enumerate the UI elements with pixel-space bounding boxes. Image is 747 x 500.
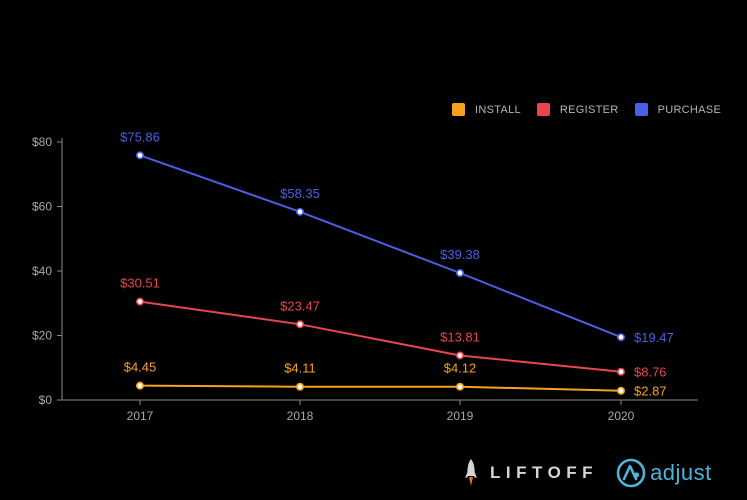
adjust-logo: adjust [616,458,712,488]
data-label-purchase: $39.38 [440,247,480,262]
data-label-install: $2.87 [634,384,667,399]
data-label-install: $4.11 [284,361,316,376]
data-point-purchase [455,268,464,277]
series-line-register [139,300,622,373]
data-label-install: $4.12 [444,361,477,376]
data-point-register [295,320,304,329]
data-point-install [455,382,464,391]
data-labels: $4.45 $4.11 $4.12 $2.87 $30.51 $23.47 $13.81 $8… [120,129,674,398]
data-point-register [136,297,145,306]
series-points [136,151,625,395]
y-tick-label: $60 [32,200,52,214]
legend-swatch-register [536,103,550,116]
x-tick-label: 2017 [127,409,154,423]
legend-label-install: INSTALL [475,103,521,116]
data-label-install: $4.45 [124,360,157,375]
legend-swatch-purchase [634,103,648,116]
rocket-icon [465,459,477,486]
data-label-purchase: $19.47 [634,330,674,345]
data-point-install [616,386,625,395]
legend-item-purchase: PURCHASE [634,103,722,116]
data-point-purchase [295,207,304,216]
data-label-purchase: $58.35 [280,186,320,201]
adjust-wordmark: adjust [650,460,712,485]
liftoff-wordmark: LIFTOFF [490,463,599,482]
legend-label-purchase: PURCHASE [657,103,722,116]
data-point-purchase [616,333,625,342]
data-label-register: $30.51 [120,276,160,291]
legend-item-install: INSTALL [452,103,521,116]
x-tick-label: 2019 [447,409,474,423]
y-tick-label: $0 [39,393,53,407]
brand-logos: LIFTOFF adjust [464,455,724,491]
data-point-register [616,367,625,376]
liftoff-logo: LIFTOFF [464,458,598,488]
data-point-purchase [136,151,145,160]
data-point-install [136,381,145,390]
data-label-purchase: $75.86 [120,129,160,144]
chart-legend: INSTALL REGISTER PURCHASE [452,103,737,116]
legend-item-register: REGISTER [536,103,619,116]
y-tick-label: $40 [32,264,52,278]
data-point-install [295,382,304,391]
data-point-register [455,351,464,360]
legend-swatch-install [452,103,465,116]
x-tick-label: 2020 [608,409,635,423]
chart-axes: $0 $20 $40 $60 $80 2017 2018 2019 2020 [32,135,698,423]
series-line-purchase [139,154,622,339]
adjust-mark-icon [616,458,646,488]
series-lines [139,154,622,392]
x-tick-label: 2018 [287,409,314,423]
data-label-register: $8.76 [634,365,667,380]
y-tick-label: $80 [32,135,52,149]
data-label-register: $23.47 [280,298,320,313]
series-line-install [139,384,622,392]
legend-label-register: REGISTER [559,103,619,116]
data-label-register: $13.81 [440,329,480,344]
y-tick-label: $20 [32,329,52,343]
